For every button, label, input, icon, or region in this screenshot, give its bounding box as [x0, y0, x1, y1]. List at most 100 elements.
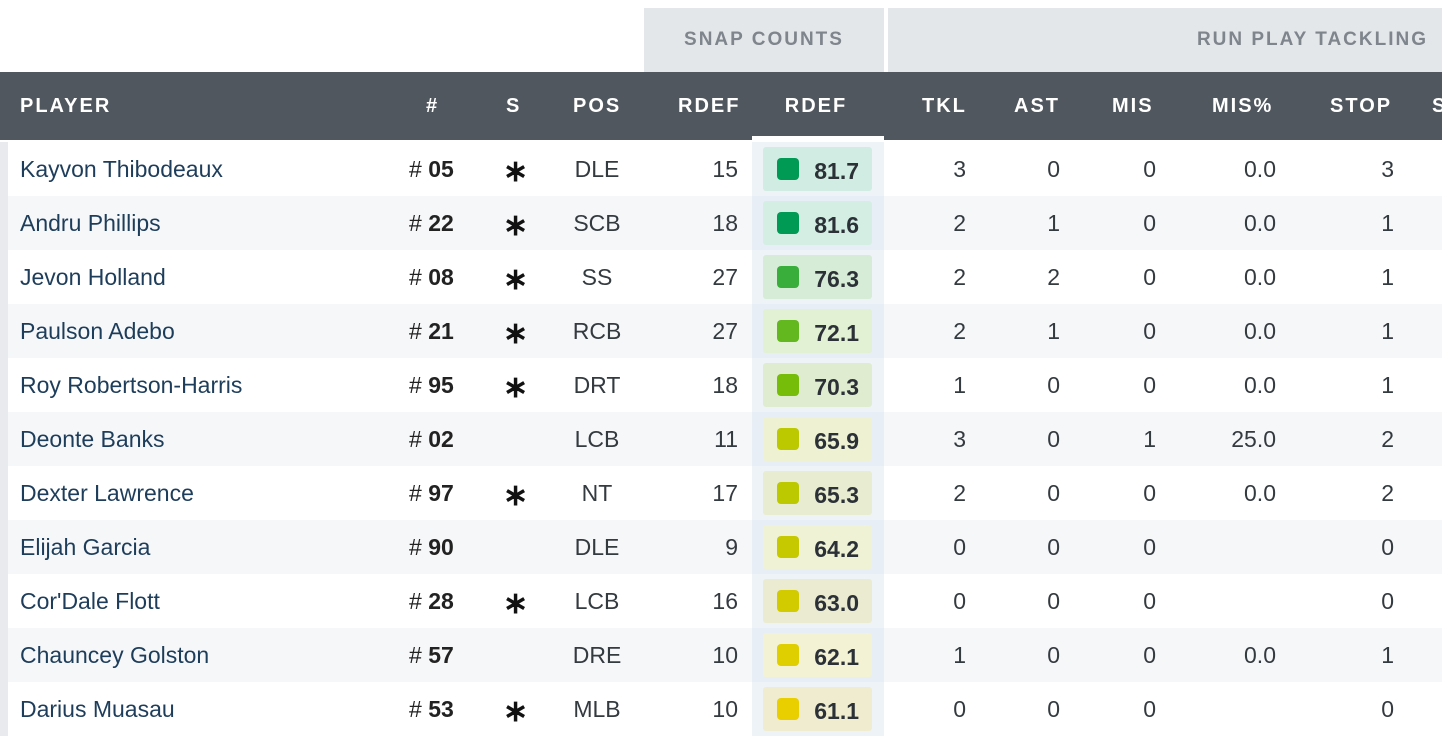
column-header-stop[interactable]: STOP [1330, 95, 1393, 117]
column-header-player[interactable]: PLAYER [20, 95, 112, 117]
grade-chip: 81.7 [763, 147, 872, 191]
grade-color-icon [777, 320, 799, 342]
column-header-tkl[interactable]: TKL [922, 95, 967, 117]
grade-cell: 62.1 [752, 628, 884, 682]
player-name-link[interactable]: Cor'Dale Flott [20, 588, 160, 614]
jersey-hash: # [409, 426, 422, 452]
stop: 2 [1381, 426, 1394, 452]
jersey-hash: # [409, 318, 422, 344]
stop: 2 [1381, 480, 1394, 506]
position: DRT [573, 372, 621, 398]
jersey-hash: # [409, 588, 422, 614]
table-row[interactable]: Cor'Dale Flott # 28 ∗ LCB 16 63.0 0 0 0 … [0, 574, 1442, 628]
jersey-hash: # [409, 696, 422, 722]
grade-chip: 61.1 [763, 687, 872, 731]
group-header-run-play-tackling: RUN PLAY TACKLING [888, 8, 1442, 72]
tkl: 1 [953, 642, 966, 668]
player-name-link[interactable]: Elijah Garcia [20, 534, 151, 560]
mis-pct: 25.0 [1231, 426, 1276, 452]
column-header-rdef-snaps[interactable]: RDEF [678, 95, 741, 117]
jersey-value: 57 [428, 642, 454, 668]
grade-color-icon [777, 644, 799, 666]
grade-value: 65.3 [814, 482, 859, 508]
jersey-value: 02 [428, 426, 454, 452]
grade-chip: 62.1 [763, 633, 872, 677]
table-row[interactable]: Dexter Lawrence # 97 ∗ NT 17 65.3 2 0 0 … [0, 466, 1442, 520]
position: SS [581, 264, 613, 290]
player-name-link[interactable]: Dexter Lawrence [20, 480, 194, 506]
stop: 1 [1381, 210, 1394, 236]
starter-asterisk-icon: ∗ [503, 263, 529, 296]
tkl: 3 [953, 156, 966, 182]
column-header-mis-pct[interactable]: MIS% [1212, 95, 1274, 117]
ast: 1 [1047, 318, 1060, 344]
player-name-link[interactable]: Roy Robertson-Harris [20, 372, 243, 398]
grade-cell: 63.0 [752, 574, 884, 628]
grade-chip: 72.1 [763, 309, 872, 353]
stop: 1 [1381, 264, 1394, 290]
mis: 0 [1143, 480, 1156, 506]
player-name-link[interactable]: Chauncey Golston [20, 642, 210, 668]
jersey-hash: # [409, 480, 422, 506]
mis: 0 [1143, 156, 1156, 182]
column-header-starter[interactable]: S [506, 95, 522, 117]
table-row[interactable]: Deonte Banks # 02 LCB 11 65.9 3 0 1 25.0… [0, 412, 1442, 466]
mis: 1 [1143, 426, 1156, 452]
tkl: 3 [953, 426, 966, 452]
ast: 2 [1047, 264, 1060, 290]
player-name-link[interactable]: Andru Phillips [20, 210, 161, 236]
jersey-value: 21 [428, 318, 454, 344]
table-row[interactable]: Elijah Garcia # 90 DLE 9 64.2 0 0 0 0 [0, 520, 1442, 574]
tkl: 0 [953, 696, 966, 722]
grade-value: 76.3 [814, 266, 859, 292]
tkl: 1 [953, 372, 966, 398]
jersey-hash: # [409, 372, 422, 398]
table-row[interactable]: Paulson Adebo # 21 ∗ RCB 27 72.1 2 1 0 0… [0, 304, 1442, 358]
table-row[interactable]: Jevon Holland # 08 ∗ SS 27 76.3 2 2 0 0.… [0, 250, 1442, 304]
jersey-number: # 97 [409, 466, 454, 520]
jersey-hash: # [409, 534, 422, 560]
position: RCB [572, 318, 622, 344]
jersey-number: # 90 [409, 520, 454, 574]
position: MLB [573, 696, 621, 722]
ast: 0 [1047, 534, 1060, 560]
starter-asterisk-icon: ∗ [503, 371, 529, 404]
column-header-number[interactable]: # [426, 95, 440, 117]
jersey-value: 97 [428, 480, 454, 506]
player-name-link[interactable]: Kayvon Thibodeaux [20, 156, 223, 182]
player-name-link[interactable]: Paulson Adebo [20, 318, 175, 344]
column-header-pos[interactable]: POS [573, 95, 622, 117]
rdef-snaps: 16 [712, 588, 738, 614]
grade-value: 61.1 [814, 698, 859, 724]
jersey-number: # 08 [409, 250, 454, 304]
grade-chip: 65.9 [763, 417, 872, 461]
ast: 0 [1047, 372, 1060, 398]
table-row[interactable]: Roy Robertson-Harris # 95 ∗ DRT 18 70.3 … [0, 358, 1442, 412]
position: LCB [574, 426, 620, 452]
column-header-rdef-grade[interactable]: RDEF [752, 72, 884, 140]
table-row[interactable]: Andru Phillips # 22 ∗ SCB 18 81.6 2 1 0 … [0, 196, 1442, 250]
rdef-snaps: 17 [712, 480, 738, 506]
jersey-value: 08 [428, 264, 454, 290]
mis-pct: 0.0 [1244, 372, 1276, 398]
grade-value: 81.7 [814, 158, 859, 184]
player-name-link[interactable]: Jevon Holland [20, 264, 166, 290]
column-header-ast[interactable]: AST [1014, 95, 1060, 117]
grade-color-icon [777, 428, 799, 450]
player-name-link[interactable]: Deonte Banks [20, 426, 165, 452]
jersey-value: 53 [428, 696, 454, 722]
tkl: 2 [953, 318, 966, 344]
table-row[interactable]: Kayvon Thibodeaux # 05 ∗ DLE 15 81.7 3 0… [0, 142, 1442, 196]
grade-color-icon [777, 374, 799, 396]
jersey-hash: # [409, 210, 422, 236]
column-header-next[interactable]: S [1432, 95, 1442, 117]
grade-color-icon [777, 590, 799, 612]
grade-value: 72.1 [814, 320, 859, 346]
column-header-mis[interactable]: MIS [1112, 95, 1154, 117]
stop: 0 [1381, 588, 1394, 614]
table-row[interactable]: Chauncey Golston # 57 DRE 10 62.1 1 0 0 … [0, 628, 1442, 682]
table-row[interactable]: Darius Muasau # 53 ∗ MLB 10 61.1 0 0 0 0 [0, 682, 1442, 736]
rdef-snaps: 18 [712, 210, 738, 236]
grade-color-icon [777, 266, 799, 288]
player-name-link[interactable]: Darius Muasau [20, 696, 175, 722]
